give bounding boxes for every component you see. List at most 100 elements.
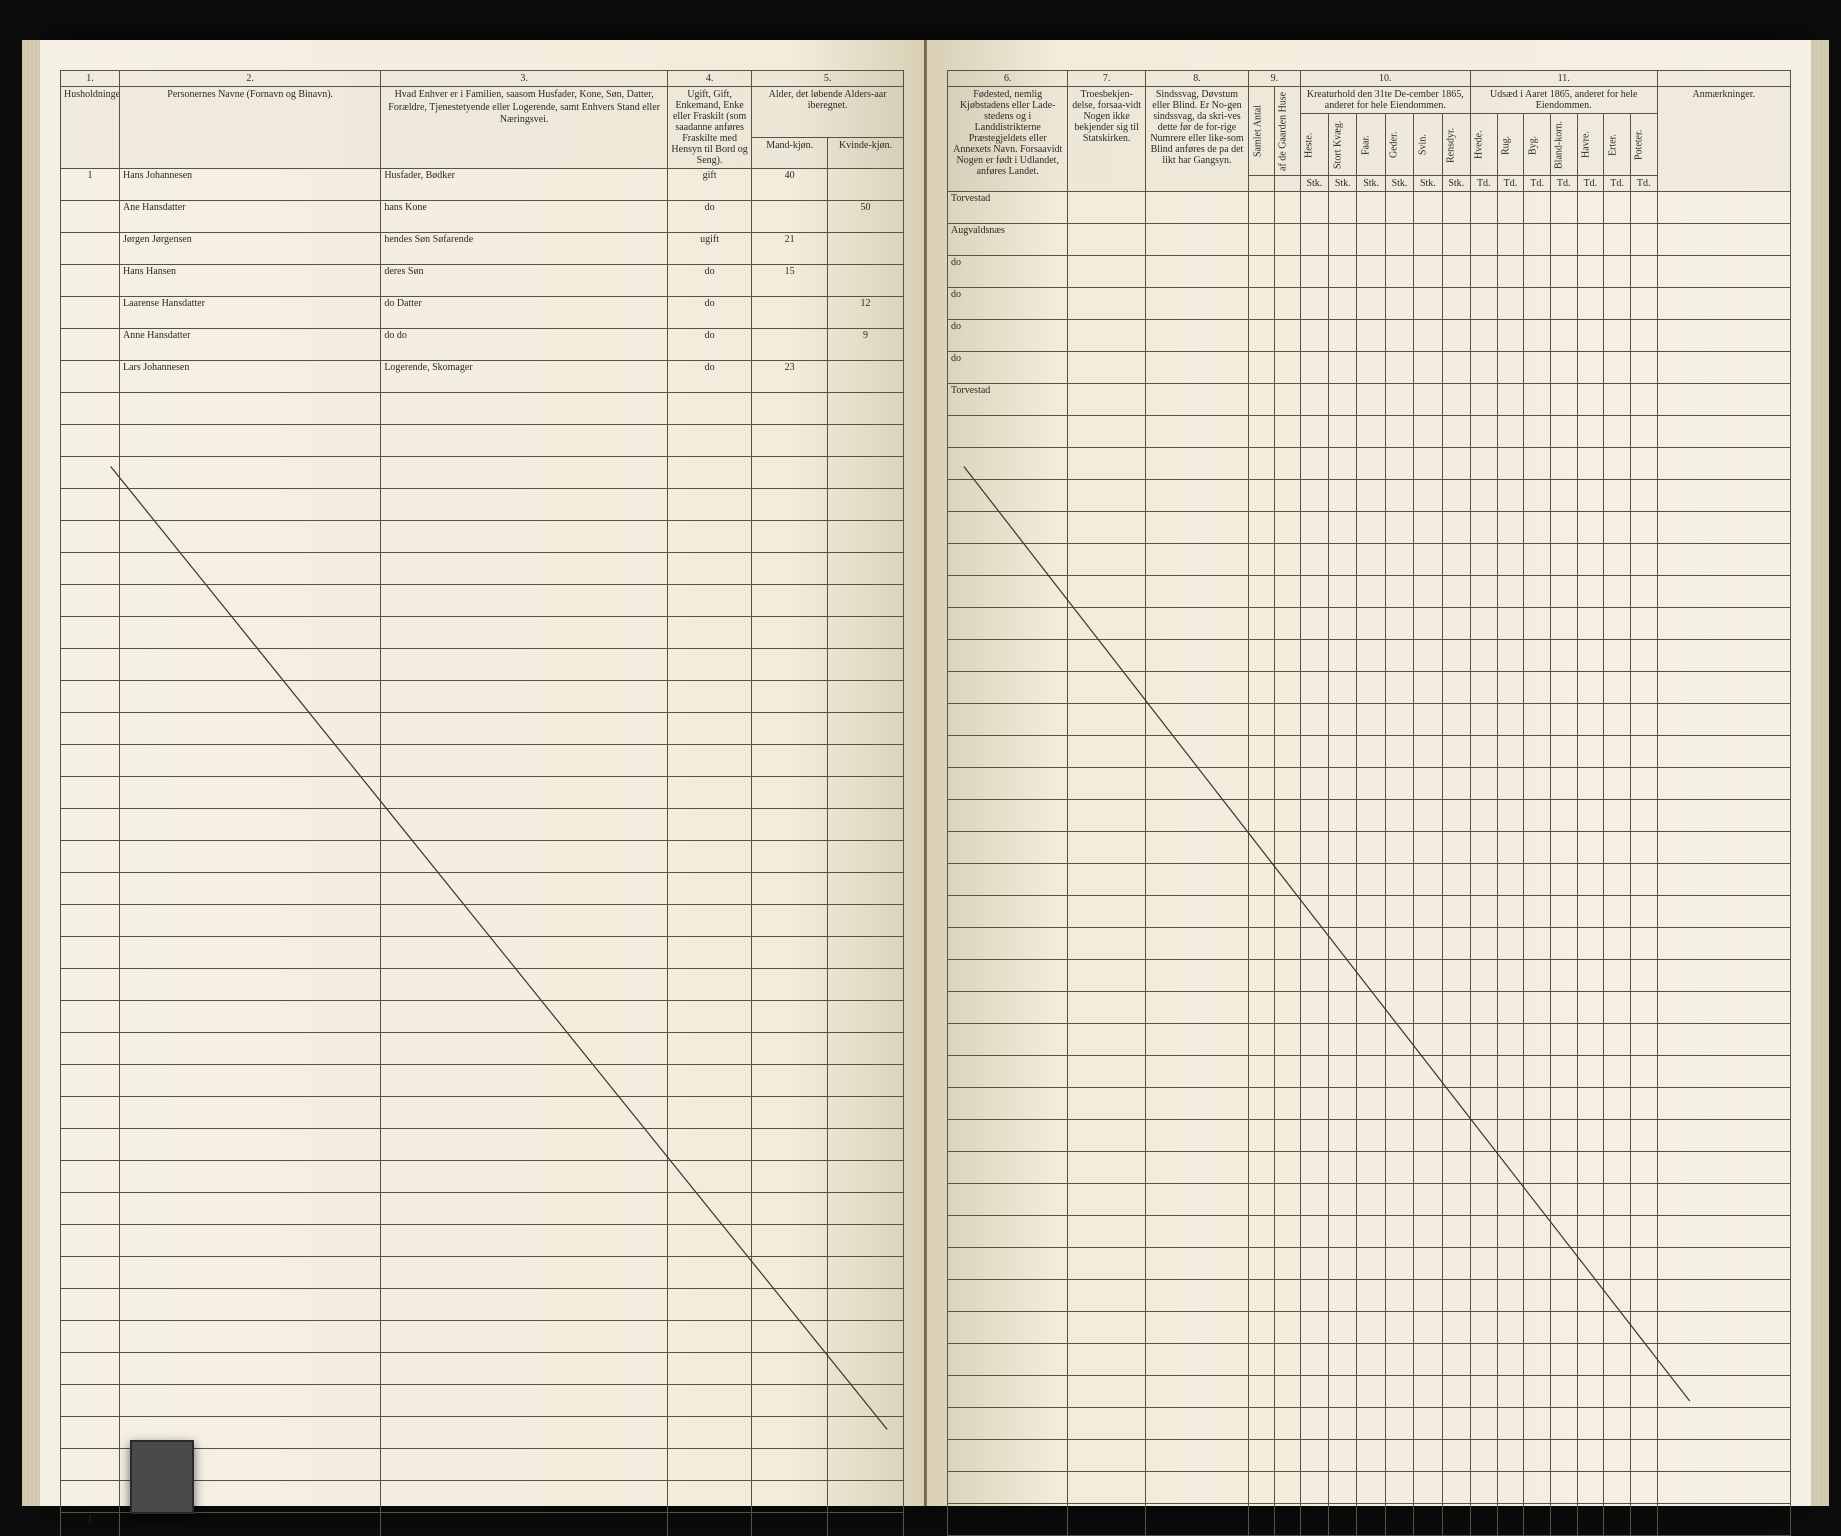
empty-cell	[61, 841, 120, 873]
cell: 21	[752, 233, 828, 265]
empty-cell	[1524, 992, 1551, 1024]
empty-cell	[1414, 992, 1442, 1024]
empty-cell	[1249, 1152, 1275, 1184]
cell	[1274, 256, 1300, 288]
empty-cell	[948, 1152, 1068, 1184]
ledger-row: Ane Hansdatterhans Konedo50	[61, 201, 904, 233]
empty-cell	[1630, 544, 1657, 576]
empty-cell	[61, 585, 120, 617]
section-1: 1.	[61, 71, 120, 87]
empty-cell	[1524, 704, 1551, 736]
empty-cell	[1657, 1408, 1790, 1440]
empty-cell	[1357, 1312, 1385, 1344]
cell	[1442, 352, 1470, 384]
cell	[1414, 256, 1442, 288]
empty-cell	[1300, 1440, 1328, 1472]
empty-cell	[61, 1065, 120, 1097]
empty-row	[61, 969, 904, 1001]
empty-cell	[752, 489, 828, 521]
empty-cell	[948, 1088, 1068, 1120]
unit-cell: Stk.	[1442, 176, 1470, 192]
empty-cell	[1145, 928, 1248, 960]
empty-cell	[1145, 1440, 1248, 1472]
birthplace-cell: do	[948, 320, 1068, 352]
empty-cell	[667, 1449, 751, 1481]
empty-cell	[1657, 1376, 1790, 1408]
cell	[1497, 192, 1524, 224]
cell	[828, 169, 904, 201]
empty-cell	[1357, 416, 1385, 448]
empty-cell	[1442, 512, 1470, 544]
cell	[1442, 192, 1470, 224]
empty-cell	[828, 1513, 904, 1536]
empty-cell	[1068, 640, 1145, 672]
empty-cell	[1550, 800, 1577, 832]
cell	[1145, 224, 1248, 256]
cell: do	[667, 201, 751, 233]
empty-cell	[1145, 1312, 1248, 1344]
empty-cell	[1249, 1024, 1275, 1056]
empty-cell	[1470, 512, 1497, 544]
empty-cell	[381, 521, 668, 553]
empty-cell	[828, 617, 904, 649]
empty-cell	[752, 841, 828, 873]
empty-cell	[1329, 1408, 1357, 1440]
ledger-row: Anne Hansdatterdo dodo9	[61, 329, 904, 361]
empty-cell	[1414, 1440, 1442, 1472]
empty-cell	[1068, 928, 1145, 960]
empty-cell	[61, 1193, 120, 1225]
empty-cell	[120, 553, 381, 585]
empty-cell	[1414, 1376, 1442, 1408]
cell	[1577, 320, 1604, 352]
empty-cell	[1442, 1216, 1470, 1248]
empty-cell	[1657, 1120, 1790, 1152]
empty-cell	[1385, 416, 1413, 448]
empty-cell	[667, 873, 751, 905]
empty-cell	[828, 713, 904, 745]
empty-cell	[1470, 608, 1497, 640]
empty-cell	[381, 777, 668, 809]
empty-cell	[1657, 480, 1790, 512]
empty-cell	[1577, 768, 1604, 800]
empty-cell	[948, 704, 1068, 736]
empty-cell	[1357, 1280, 1385, 1312]
empty-cell	[1300, 1504, 1328, 1536]
ledger-row: Hans Hansenderes Søndo15	[61, 265, 904, 297]
empty-cell	[1329, 576, 1357, 608]
empty-cell	[1249, 928, 1275, 960]
empty-cell	[948, 800, 1068, 832]
empty-cell	[1497, 1152, 1524, 1184]
empty-cell	[1630, 672, 1657, 704]
cell	[1470, 288, 1497, 320]
empty-cell	[1249, 864, 1275, 896]
empty-cell	[828, 681, 904, 713]
empty-cell	[828, 1449, 904, 1481]
cell	[1470, 192, 1497, 224]
empty-cell	[1145, 1120, 1248, 1152]
empty-cell	[1524, 1024, 1551, 1056]
empty-cell	[1497, 1344, 1524, 1376]
empty-cell	[1068, 1504, 1145, 1536]
empty-cell	[1604, 1248, 1631, 1280]
empty-cell	[1357, 1504, 1385, 1536]
cell	[1414, 288, 1442, 320]
empty-cell	[1442, 672, 1470, 704]
empty-row	[948, 768, 1791, 800]
empty-cell	[1630, 416, 1657, 448]
section-3: 3.	[381, 71, 668, 87]
section-11: 11.	[1470, 71, 1657, 87]
empty-row	[61, 713, 904, 745]
cell	[1630, 288, 1657, 320]
empty-cell	[948, 608, 1068, 640]
cell	[1657, 256, 1790, 288]
empty-cell	[1524, 832, 1551, 864]
empty-cell	[1300, 448, 1328, 480]
ledger-row: do	[948, 288, 1791, 320]
empty-cell	[1550, 1056, 1577, 1088]
empty-cell	[1068, 896, 1145, 928]
empty-cell	[1524, 896, 1551, 928]
empty-cell	[1630, 448, 1657, 480]
empty-cell	[1550, 480, 1577, 512]
empty-cell	[1414, 576, 1442, 608]
empty-cell	[120, 1385, 381, 1417]
